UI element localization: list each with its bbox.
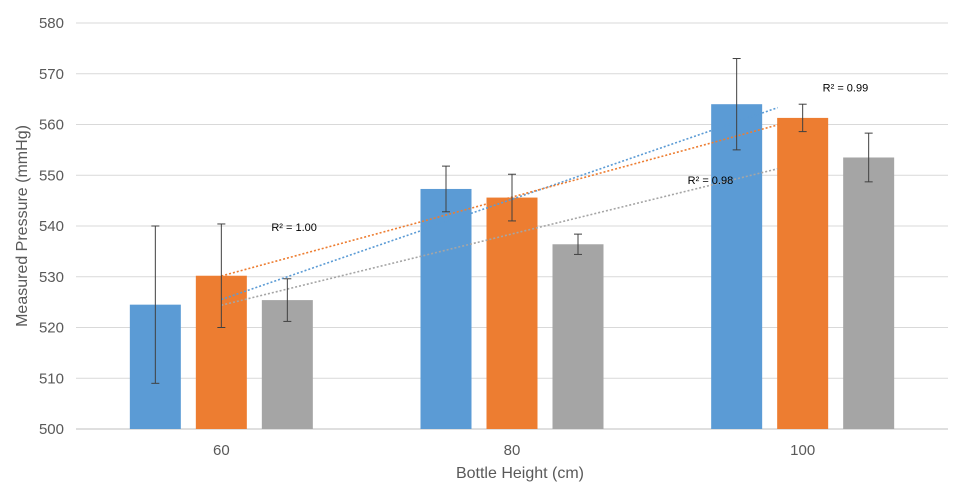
y-tick-label: 540 (39, 218, 64, 235)
trendline (221, 168, 778, 307)
bar (486, 197, 538, 429)
y-tick-label: 560 (39, 117, 64, 134)
r-squared-label: R² = 0.99 (823, 83, 869, 95)
y-tick-label: 500 (39, 421, 64, 438)
y-axis-title: Measured Pressure (mmHg) (14, 125, 31, 327)
x-tick-label: 60 (213, 442, 230, 459)
y-tick-labels: 500 510 520 530 540 550 560 570 580 (39, 15, 64, 438)
bar (552, 244, 604, 429)
bar (843, 157, 895, 430)
bar (777, 117, 829, 429)
bar (420, 188, 472, 429)
r-squared-label: R² = 0.98 (688, 175, 734, 187)
y-tick-label: 570 (39, 66, 64, 83)
x-axis-title: Bottle Height (cm) (456, 465, 584, 482)
bars (129, 104, 895, 430)
y-tick-label: 530 (39, 269, 64, 286)
x-tick-label: 80 (504, 442, 521, 459)
annotations: R² = 1.00 R² = 0.98 R² = 0.99 (271, 83, 868, 235)
y-tick-label: 580 (39, 15, 64, 32)
y-tick-label: 520 (39, 320, 64, 337)
trendline (221, 124, 778, 277)
y-tick-label: 510 (39, 370, 64, 387)
trendlines (221, 106, 778, 307)
error-bars (151, 58, 873, 384)
r-squared-label: R² = 1.00 (271, 222, 317, 234)
y-tick-label: 550 (39, 167, 64, 184)
x-tick-label: 100 (790, 442, 815, 459)
bar (711, 104, 763, 429)
x-tick-labels: 60 80 100 (213, 442, 815, 459)
